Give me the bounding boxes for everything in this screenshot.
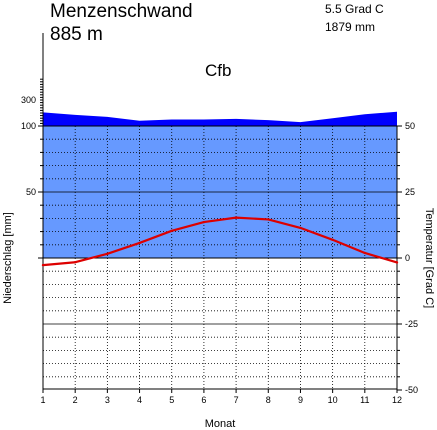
x-tick-label: 12 (392, 395, 402, 405)
right-tick-label: 25 (405, 187, 415, 197)
left-tick-label: 300 (21, 95, 36, 105)
temperature-point (138, 241, 141, 245)
temperature-point (202, 220, 206, 224)
right-tick-label: -25 (405, 319, 418, 329)
x-tick-label: 11 (360, 395, 369, 405)
temperature-point (299, 226, 302, 230)
temperature-point (267, 218, 270, 221)
x-tick-label: 3 (105, 395, 110, 405)
temperature-point (331, 238, 334, 241)
data-lines (41, 216, 399, 267)
temperature-point (234, 216, 238, 219)
climate-class: Cfb (205, 61, 231, 80)
x-axis-label: Monat (205, 418, 236, 430)
axes (42, 33, 398, 390)
station-name: Menzenschwand (50, 1, 193, 22)
y-axis-left-label: Niederschlag [mm] (2, 212, 14, 304)
temperature-point (73, 261, 77, 264)
temperature-line (42, 216, 398, 267)
grid (43, 126, 397, 389)
x-tick-label: 4 (137, 395, 142, 405)
temperature-point (106, 252, 109, 255)
x-tick-label: 1 (40, 395, 45, 405)
x-tick-label: 2 (73, 395, 78, 405)
mean-temperature: 5.5 Grad C (325, 2, 384, 16)
x-tick-label: 5 (169, 395, 174, 405)
station-elevation: 885 m (50, 24, 103, 45)
x-tick-label: 7 (234, 395, 239, 405)
temperature-point (363, 251, 367, 255)
temperature-point (170, 229, 173, 233)
x-tick-label: 6 (201, 395, 206, 405)
left-tick-label: 100 (21, 121, 36, 131)
x-tick-label: 9 (298, 395, 303, 405)
left-tick-label: 50 (26, 187, 36, 197)
temperature-point (41, 263, 45, 267)
right-tick-label: 50 (405, 121, 415, 131)
x-tick-label: 8 (266, 395, 271, 405)
right-tick-label: -50 (405, 385, 418, 395)
annual-precipitation: 1879 mm (325, 20, 375, 34)
y-axis-right-label: Temperatur [Grad C] (423, 208, 435, 308)
temperature-point (395, 261, 399, 264)
x-tick-label: 10 (328, 395, 338, 405)
right-tick-label: 0 (405, 253, 410, 263)
tick-marks (38, 78, 402, 393)
precipitation-area (43, 111, 397, 258)
perhumid-fill (43, 111, 397, 126)
